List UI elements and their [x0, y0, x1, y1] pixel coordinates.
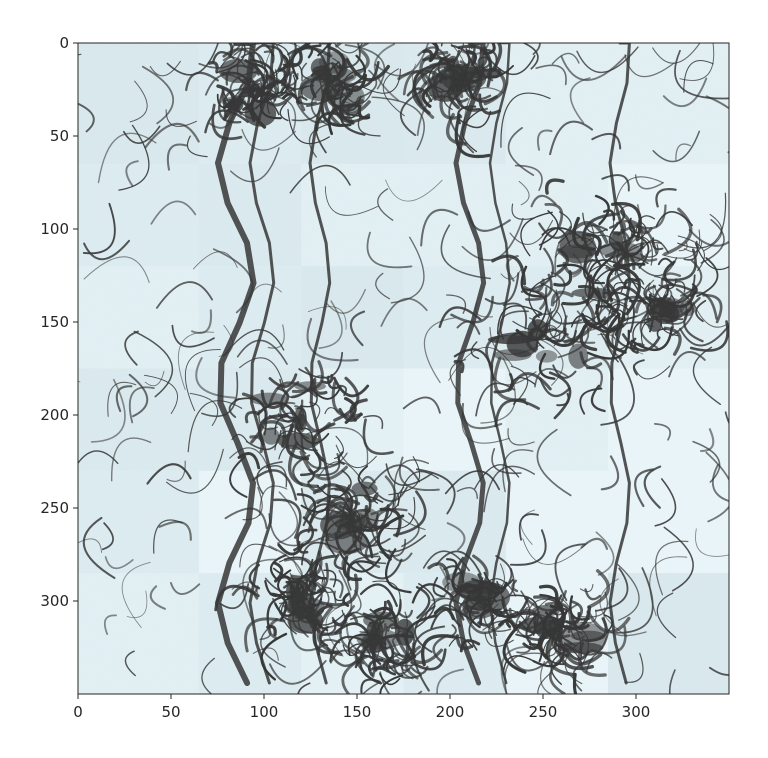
y-tick-label: 50 [50, 127, 69, 145]
ink-stroke [319, 24, 326, 37]
y-axis: 0 50 100 150 200 250 300 [40, 34, 78, 610]
ink-stroke [326, 43, 333, 48]
x-tick-label: 250 [529, 703, 558, 721]
ink-stroke [78, 380, 81, 383]
ink-stroke [289, 43, 322, 44]
x-tick-label: 200 [436, 703, 465, 721]
y-tick-label: 200 [40, 406, 69, 424]
y-tick-label: 150 [40, 313, 69, 331]
ink-stroke [440, 43, 443, 47]
x-tick-label: 150 [343, 703, 372, 721]
ink-stroke [300, 43, 312, 50]
x-tick-label: 0 [73, 703, 83, 721]
plot-area [78, 15, 729, 694]
ink-stroke [318, 15, 342, 40]
ink-stroke [335, 43, 343, 48]
y-tick-label: 0 [59, 34, 69, 52]
paper-grain [78, 43, 729, 694]
x-tick-label: 50 [161, 703, 180, 721]
x-tick-label: 100 [250, 703, 279, 721]
axes-frame [77, 42, 730, 695]
y-tick-label: 300 [40, 592, 69, 610]
ink-stroke [332, 43, 335, 44]
y-tick-label: 100 [40, 220, 69, 238]
ink-stroke [724, 411, 729, 425]
y-tick-label: 250 [40, 499, 69, 517]
x-axis: 0 50 100 150 200 250 300 [73, 694, 650, 721]
x-tick-label: 300 [622, 703, 651, 721]
